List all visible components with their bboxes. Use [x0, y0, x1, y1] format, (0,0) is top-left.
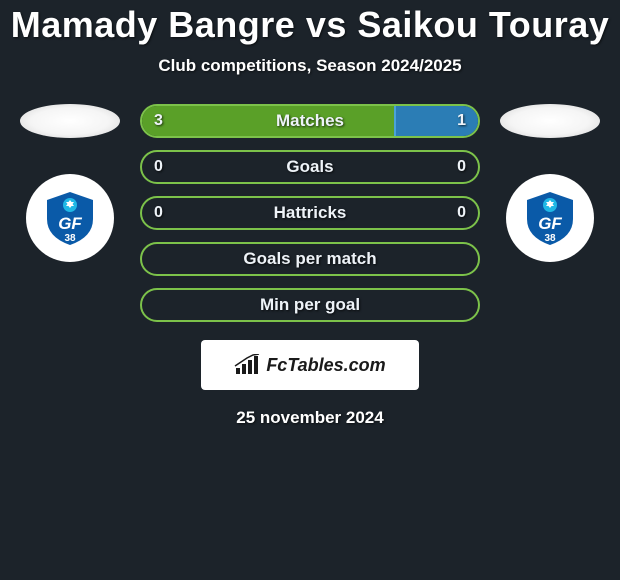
- left-player-column: GF 38: [20, 104, 120, 262]
- bar-label: Min per goal: [142, 295, 478, 315]
- main-row: GF 38 Matches31Goals00Hattricks00Goals p…: [0, 104, 620, 322]
- bar-value-right: 1: [457, 112, 466, 130]
- bar-value-left: 3: [154, 112, 163, 130]
- bar-label: Matches: [142, 111, 478, 131]
- player-avatar-left: [20, 104, 120, 138]
- bar-value-right: 0: [457, 158, 466, 176]
- stat-bar: Goals0 0: [140, 150, 480, 184]
- stat-bar: Min per goal: [140, 288, 480, 322]
- bar-value-left: 0: [154, 204, 163, 222]
- player-avatar-right: [500, 104, 600, 138]
- brand-text: FcTables.com: [266, 355, 385, 376]
- bar-value-left: 0: [154, 158, 163, 176]
- infographic-container: Mamady Bangre vs Saikou Touray Club comp…: [0, 0, 620, 428]
- club-shield-icon: GF 38: [41, 189, 99, 247]
- brand-box: FcTables.com: [201, 340, 419, 390]
- bar-label: Hattricks: [142, 203, 478, 223]
- bar-label: Goals: [142, 157, 478, 177]
- svg-text:38: 38: [544, 233, 556, 244]
- club-shield-icon: GF 38: [521, 189, 579, 247]
- svg-text:GF: GF: [58, 214, 82, 233]
- stat-bar: Hattricks0 0: [140, 196, 480, 230]
- svg-text:38: 38: [64, 233, 76, 244]
- page-title: Mamady Bangre vs Saikou Touray: [0, 4, 620, 46]
- bar-chart-icon: [234, 354, 260, 376]
- club-badge-inner: GF 38: [511, 179, 589, 257]
- stat-bar: Goals per match: [140, 242, 480, 276]
- club-badge-right: GF 38: [506, 174, 594, 262]
- club-badge-inner: GF 38: [31, 179, 109, 257]
- date-text: 25 november 2024: [236, 408, 383, 428]
- footer: FcTables.com 25 november 2024: [0, 340, 620, 428]
- stats-bars: Matches31Goals00Hattricks00Goals per mat…: [140, 104, 480, 322]
- club-badge-left: GF 38: [26, 174, 114, 262]
- bar-value-right: 0: [457, 204, 466, 222]
- svg-text:GF: GF: [538, 214, 562, 233]
- bar-label: Goals per match: [142, 249, 478, 269]
- right-player-column: GF 38: [500, 104, 600, 262]
- subtitle: Club competitions, Season 2024/2025: [0, 56, 620, 76]
- stat-bar: Matches3 1: [140, 104, 480, 138]
